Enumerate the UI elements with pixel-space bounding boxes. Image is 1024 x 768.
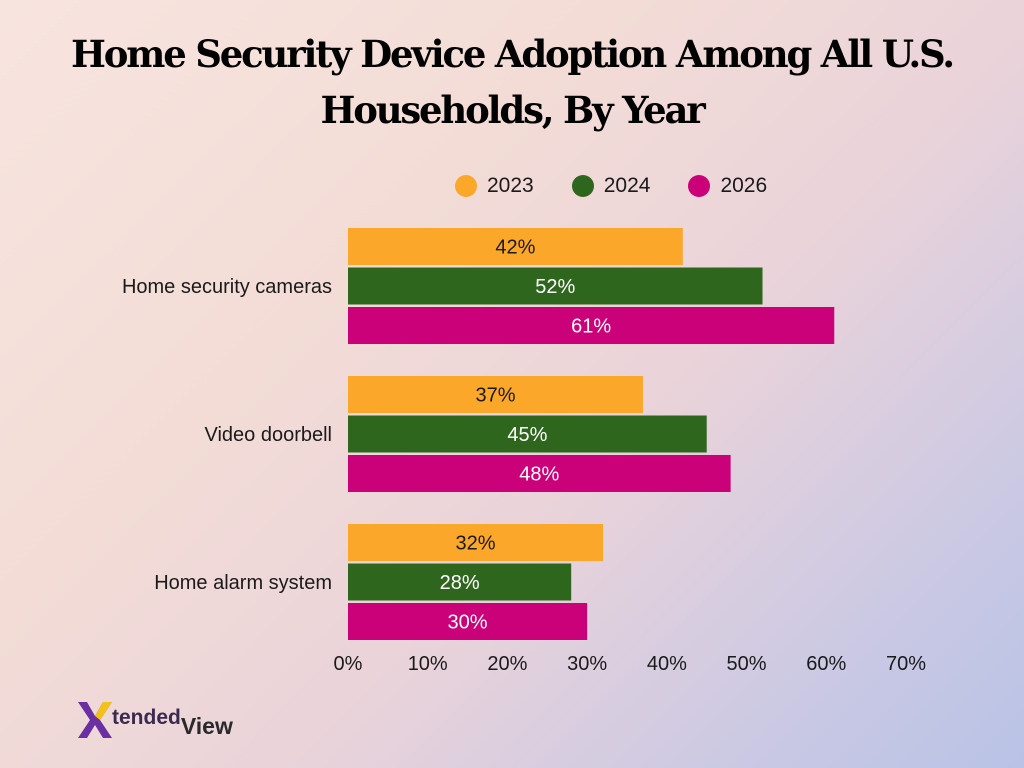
x-tick-label-3: 30% — [567, 653, 607, 675]
legend: 2023 2024 2026 — [455, 174, 767, 198]
bar-2023-1 — [348, 228, 683, 265]
legend-swatch-2026 — [688, 175, 711, 197]
bar-label-2024-2: 45% — [507, 424, 547, 446]
bar-label-2024-1: 52% — [535, 276, 575, 298]
legend-item-2026: 2026 — [688, 174, 767, 198]
legend-label-2024: 2024 — [603, 174, 651, 197]
legend-item-2024: 2024 — [571, 174, 651, 198]
category-label-2: Video doorbell — [204, 424, 332, 446]
x-tick-label-5: 50% — [727, 653, 767, 675]
category-label-3: Home alarm system — [154, 572, 332, 594]
category-label-1: Home security cameras — [122, 276, 332, 298]
x-tick-label-1: 10% — [408, 653, 448, 675]
logo-text: tendedView — [112, 706, 233, 739]
bar-2023-2 — [348, 376, 643, 413]
legend-swatch-2024 — [571, 175, 594, 197]
legend-swatch-2023 — [455, 175, 477, 197]
bar-2026-2 — [348, 455, 731, 492]
x-tick-label-2: 20% — [487, 653, 527, 675]
bar-2023-3 — [348, 524, 604, 561]
bar-label-2023-1: 42% — [495, 237, 535, 259]
bar-2024-3 — [348, 563, 572, 601]
x-tick-label-7: 70% — [886, 653, 926, 675]
bar-2024-2 — [348, 415, 707, 453]
x-tick-label-6: 60% — [806, 653, 846, 675]
bar-label-2024-3: 28% — [440, 572, 480, 594]
bar-label-2023-3: 32% — [456, 533, 496, 555]
x-tick-label-4: 40% — [647, 653, 687, 675]
logo-x-mark — [78, 700, 112, 740]
bar-2026-1 — [348, 307, 835, 344]
x-tick-label-0: 0% — [334, 653, 363, 675]
bar-label-2026-3: 30% — [448, 612, 488, 634]
bar-label-2023-2: 37% — [475, 385, 515, 407]
bar-label-2026-2: 48% — [519, 464, 559, 486]
brand-logo: tendedView — [78, 700, 233, 740]
bar-2026-3 — [348, 603, 588, 640]
bar-2024-1 — [348, 267, 763, 305]
bar-label-2026-1: 61% — [571, 316, 611, 338]
legend-label-2023: 2023 — [487, 174, 534, 197]
legend-label-2026: 2026 — [720, 174, 768, 197]
chart-title: Home Security Device Adoption Among All … — [71, 32, 955, 132]
legend-item-2023: 2023 — [455, 174, 534, 198]
